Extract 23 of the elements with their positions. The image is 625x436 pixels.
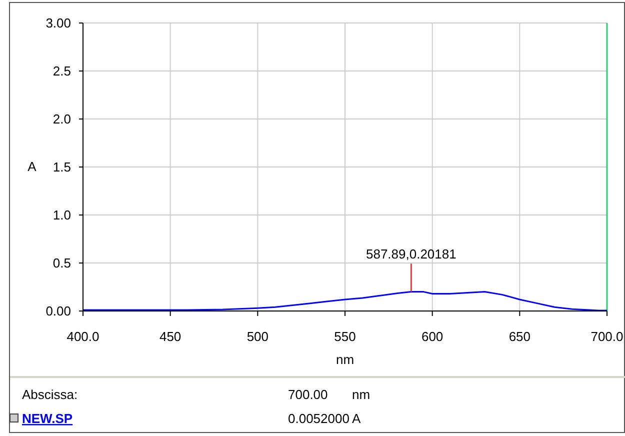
y-tick-label: 1.0 — [52, 208, 71, 223]
annotation: 587.89,0.20181 — [366, 246, 456, 262]
text: 0.0052000 — [288, 411, 350, 426]
x-tick-label: 550 — [334, 329, 356, 344]
text: Abscissa: — [22, 387, 78, 402]
y-tick-label: 1.5 — [52, 160, 71, 175]
text: A — [352, 411, 361, 426]
x-tick-label: 450 — [159, 329, 182, 344]
text: NEW.SP — [22, 411, 73, 426]
x-axis-title: nm — [336, 352, 354, 367]
x-tick-label: 650 — [508, 329, 531, 344]
x-tick-label: 500 — [246, 329, 269, 344]
x-tick-label: 600 — [421, 329, 444, 344]
text: 700.00 — [288, 387, 328, 402]
y-tick-label: 2.5 — [52, 64, 71, 79]
y-tick-label: 3.00 — [46, 16, 71, 31]
x-tick-label: 400.0 — [66, 329, 100, 344]
y-tick-label: 0.5 — [52, 256, 71, 271]
text: nm — [352, 387, 370, 402]
x-tick-label: 700.0 — [590, 329, 624, 344]
y-tick-label: 0.00 — [46, 304, 71, 319]
y-tick-label: 2.0 — [52, 112, 71, 127]
y-axis-title: A — [28, 159, 37, 174]
